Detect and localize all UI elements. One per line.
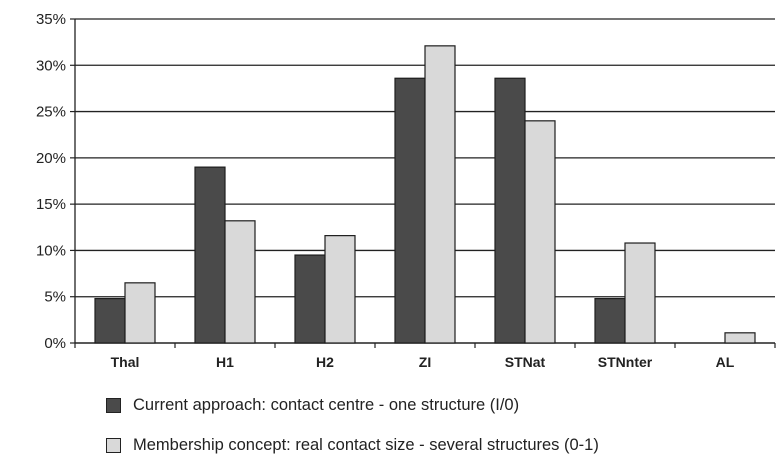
x-tick-label-al: AL: [716, 354, 735, 370]
bar-h2-series-2: [324, 235, 356, 344]
x-tick-label-h1: H1: [216, 354, 234, 370]
bar-h1-series-1: [194, 166, 226, 344]
bar-h2-series-1: [294, 254, 326, 344]
y-tick-label: 35%: [36, 11, 66, 28]
x-tick-label-zi: ZI: [419, 354, 431, 370]
bar-thal-series-2: [124, 282, 156, 344]
y-tick-label: 10%: [36, 242, 66, 259]
legend-label-current-approach: Current approach: contact centre - one s…: [133, 396, 520, 414]
y-tick-label: 25%: [36, 104, 66, 121]
x-tick-label-thal: Thal: [111, 354, 140, 370]
bar-thal-series-1: [94, 297, 126, 344]
legend-item-membership-concept: Membership concept: real contact size - …: [106, 436, 599, 455]
legend-label-membership-concept: Membership concept: real contact size - …: [133, 436, 599, 454]
bar-stnnter-series-2: [624, 242, 656, 344]
x-tick-label-stnat: STNat: [505, 354, 546, 370]
y-tick-label: 0%: [44, 335, 66, 352]
y-tick-label: 15%: [36, 196, 66, 213]
bar-zi-series-1: [394, 77, 426, 344]
y-tick-label: 5%: [44, 289, 66, 306]
bar-h1-series-2: [224, 220, 256, 344]
bar-stnnter-series-1: [594, 297, 626, 344]
bar-al-series-2: [724, 332, 756, 344]
y-tick-label: 20%: [36, 150, 66, 167]
bar-stnat-series-2: [524, 120, 556, 344]
bar-stnat-series-1: [494, 77, 526, 344]
y-tick-label: 30%: [36, 57, 66, 74]
legend-swatch-membership-concept: [106, 438, 121, 453]
x-tick-label-h2: H2: [316, 354, 334, 370]
legend-item-current-approach: Current approach: contact centre - one s…: [106, 396, 519, 415]
legend-swatch-current-approach: [106, 398, 121, 413]
bar-zi-series-2: [424, 45, 456, 344]
x-tick-label-stnnter: STNnter: [598, 354, 653, 370]
